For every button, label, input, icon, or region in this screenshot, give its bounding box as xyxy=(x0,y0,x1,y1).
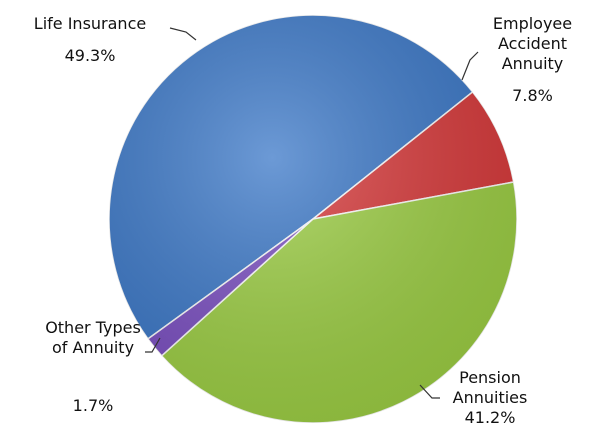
value-label: 49.3% xyxy=(64,46,116,65)
leader-line xyxy=(419,384,440,399)
value-label: 7.8% xyxy=(512,86,553,105)
leader-line xyxy=(461,51,479,81)
slice-label: Life Insurance xyxy=(33,14,147,33)
slice-label: Other Types of Annuity xyxy=(45,318,141,357)
slice-label: Pension Annuities xyxy=(452,368,528,407)
value-label: 1.7% xyxy=(72,396,114,415)
leader-line xyxy=(145,337,161,353)
leader-line xyxy=(169,27,197,41)
slice-label: Employee Accident Annuity xyxy=(492,14,573,73)
value-label: 41.2% xyxy=(464,408,516,427)
